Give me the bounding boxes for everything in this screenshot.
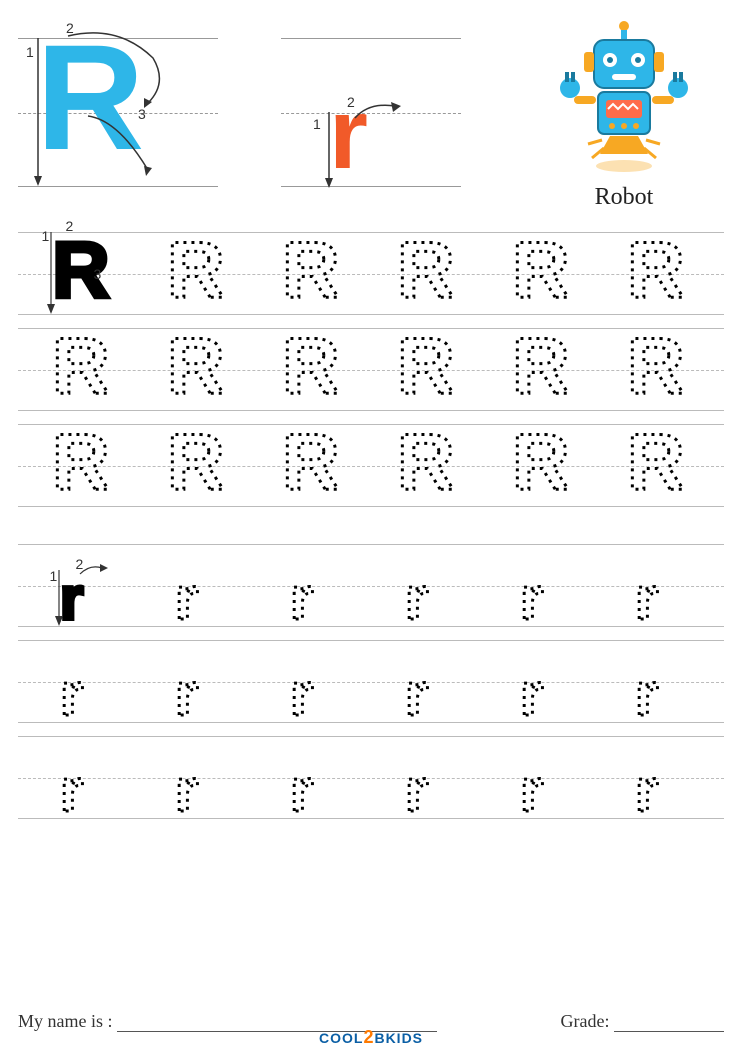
trace-letter[interactable]: R [167, 232, 231, 317]
svg-text:R: R [282, 424, 340, 504]
stroke-arrow-icon [323, 112, 339, 190]
svg-text:r: r [175, 762, 198, 822]
trace-letter[interactable]: R [397, 328, 461, 413]
brand-part: 2 [363, 1027, 374, 1047]
trace-letter[interactable]: R [627, 232, 691, 317]
trace-letter[interactable]: R [167, 328, 231, 413]
trace-letter[interactable]: R [282, 328, 346, 413]
brand-logo: COOL2BKIDS [0, 1027, 742, 1048]
trace-letter[interactable]: R [52, 328, 116, 413]
lowercase-practice: r 1 2 r r r r r r r r r r r r [18, 540, 724, 824]
svg-text:r: r [290, 570, 313, 630]
svg-text:r: r [635, 570, 658, 630]
illustration-box: Robot [524, 18, 724, 211]
svg-text:r: r [405, 666, 428, 726]
trace-letter[interactable]: R [397, 232, 461, 317]
svg-text:R: R [52, 328, 110, 408]
svg-text:r: r [520, 762, 543, 822]
trace-letter[interactable]: R [512, 328, 576, 413]
svg-text:R: R [397, 328, 455, 408]
trace-letter[interactable]: r [635, 666, 683, 731]
trace-letter[interactable]: r [60, 666, 108, 731]
uppercase-demo: 1 2 3 R [18, 18, 218, 188]
stroke-number: 1 [313, 116, 321, 132]
trace-letter[interactable]: r [405, 762, 453, 827]
svg-text:r: r [520, 570, 543, 630]
practice-row: r 1 2 r r r r r [18, 540, 724, 632]
svg-text:R: R [512, 424, 570, 504]
svg-text:R: R [512, 232, 570, 312]
svg-text:r: r [405, 570, 428, 630]
svg-text:R: R [397, 424, 455, 504]
trace-letter[interactable]: R [627, 328, 691, 413]
svg-text:R: R [167, 424, 225, 504]
svg-text:r: r [175, 570, 198, 630]
trace-letter[interactable]: R [282, 424, 346, 509]
trace-letter[interactable]: r [635, 762, 683, 827]
trace-letter[interactable]: r [175, 666, 223, 731]
svg-text:r: r [635, 762, 658, 822]
trace-letter[interactable]: r [175, 762, 223, 827]
svg-text:R: R [282, 232, 340, 312]
robot-icon [544, 18, 704, 173]
svg-text:R: R [52, 424, 110, 504]
stroke-arrow-icon [351, 100, 411, 130]
brand-part: COOL [319, 1030, 363, 1046]
stroke-arrow-icon [32, 38, 52, 188]
trace-letter[interactable]: r [290, 570, 338, 635]
stroke-arrow-icon [78, 110, 178, 190]
trace-letter[interactable]: r [635, 570, 683, 635]
svg-text:R: R [512, 328, 570, 408]
svg-text:r: r [520, 666, 543, 726]
practice-row: r r r r r r [18, 636, 724, 728]
trace-letter[interactable]: r [290, 762, 338, 827]
trace-letter[interactable]: r [520, 666, 568, 731]
svg-text:r: r [405, 762, 428, 822]
brand-part: BKIDS [374, 1030, 423, 1046]
svg-text:r: r [60, 666, 83, 726]
practice-row: R R R R R R [18, 324, 724, 416]
trace-letter[interactable]: R [512, 232, 576, 317]
trace-letter[interactable]: R [282, 232, 346, 317]
svg-text:r: r [60, 762, 83, 822]
trace-letter[interactable]: r [520, 570, 568, 635]
trace-letter[interactable]: R [512, 424, 576, 509]
svg-text:R: R [627, 328, 685, 408]
trace-letter[interactable]: r [175, 570, 223, 635]
trace-letter[interactable]: R [167, 424, 231, 509]
svg-text:r: r [635, 666, 658, 726]
header-row: 1 2 3 R 1 2 r [18, 18, 724, 208]
svg-text:R: R [397, 232, 455, 312]
practice-row: r r r r r r [18, 732, 724, 824]
stroke-arrow-icon [58, 28, 178, 118]
model-letter[interactable]: r 1 2 [60, 570, 108, 635]
svg-text:R: R [167, 232, 225, 312]
trace-letter[interactable]: R [397, 424, 461, 509]
trace-letter[interactable]: R [627, 424, 691, 509]
illustration-label: Robot [524, 184, 724, 211]
svg-text:r: r [175, 666, 198, 726]
svg-text:R: R [167, 328, 225, 408]
svg-text:r: r [290, 762, 313, 822]
svg-text:r: r [290, 666, 313, 726]
svg-text:R: R [282, 328, 340, 408]
trace-letter[interactable]: R [52, 424, 116, 509]
trace-letter[interactable]: r [290, 666, 338, 731]
trace-letter[interactable]: r [520, 762, 568, 827]
svg-text:R: R [627, 424, 685, 504]
svg-text:R: R [627, 232, 685, 312]
trace-letter[interactable]: r [405, 570, 453, 635]
lowercase-demo: 1 2 r [281, 18, 461, 188]
trace-letter[interactable]: r [405, 666, 453, 731]
practice-row: R R R R R R [18, 420, 724, 512]
uppercase-practice: R 1 2 3 R R R R R R R R R R R R [18, 228, 724, 512]
model-letter[interactable]: R 1 2 3 [52, 232, 116, 317]
practice-row: R 1 2 3 R R R R R [18, 228, 724, 320]
trace-letter[interactable]: r [60, 762, 108, 827]
